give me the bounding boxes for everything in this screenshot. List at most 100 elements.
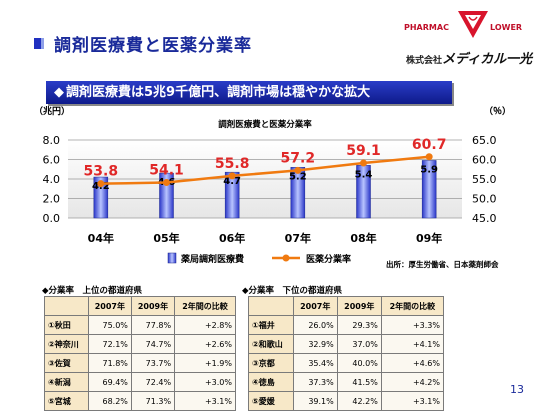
chart-source: 出所：厚生労働省、日本薬剤師会 [386,259,499,269]
value-cell: 74.7% [130,334,176,354]
value-cell: 68.2% [87,391,132,411]
table-header-cell: 2007年 [87,296,132,316]
bar-value-label: 5.2 [289,171,307,182]
left-tick-label: 6.0 [43,154,61,167]
rate-value-label: 59.1 [346,143,381,159]
right-tick-label: 45.0 [472,212,497,225]
value-cell: 26.0% [292,315,338,335]
rate-point [97,180,105,188]
category-label: 04年 [88,231,114,245]
prefecture-cell: ③佐賀 [44,353,89,373]
table-header-row: 2007年 2009年 2年間の比較 [44,296,236,316]
title-bullet [34,38,44,49]
value-cell: 77.8% [130,315,176,335]
value-cell: 29.3% [336,315,382,335]
page-number: 13 [510,383,524,396]
category-label: 09年 [416,231,442,245]
headline-bullet-icon: ◆ [54,85,64,100]
prefecture-cell: ①秋田 [44,315,89,335]
bar [421,160,437,219]
left-tick-label: 4.0 [43,173,61,186]
company-logo: PHARMAC LOWER 株式会社メディカル一光 [404,8,554,70]
legend-line-label: 医薬分業率 [306,253,351,265]
category-label: 05年 [153,231,179,245]
value-cell: 41.5% [336,372,382,392]
value-cell: 39.1% [292,391,338,411]
table-row: ④徳島 37.3% 41.5% +4.2% [248,372,445,392]
headline-text: 調剤医療費は5兆9千億円、調剤市場は穏やかな拡大 [66,85,371,100]
rate-point [360,159,367,167]
bar [93,176,109,219]
top-table-title: ◆分業率 上位の都道府県 [42,286,143,296]
value-cell: 40.0% [336,353,382,373]
category-label: 08年 [350,231,376,245]
rate-line [100,155,430,185]
top-prefectures-table: 2007年 2009年 2年間の比較 ①秋田 75.0% 77.8% +2.8% ②神奈川 72… [44,296,236,411]
flower-logo-icon [458,11,488,38]
rate-value-label: 60.7 [412,137,447,153]
rate-point [228,172,236,180]
table-row: ②和歌山 32.9% 37.0% +4.1% [248,334,445,354]
value-cell: +3.0% [174,372,236,392]
rate-point [163,179,170,187]
table-row: ③京都 35.4% 40.0% +4.6% [248,353,445,373]
value-cell: +3.1% [174,391,236,411]
prefecture-cell: ⑤宮城 [44,391,89,411]
chart-title: 調剤医療費と医薬分業率 [218,119,312,130]
left-tick-label: 8.0 [43,134,61,147]
prefecture-cell: ④徳島 [248,372,294,392]
prefecture-cell: ④新潟 [44,372,89,392]
bar-value-label: 5.4 [355,169,373,180]
logo-brand-left: PHARMAC [404,23,449,32]
table-row: ⑤愛媛 39.1% 42.2% +3.1% [248,391,445,411]
table-row: ⑤宮城 68.2% 71.3% +3.1% [44,391,236,411]
category-label: 07年 [285,231,311,245]
left-axis-unit: （兆円） [34,105,70,117]
chart: 調剤医療費と医薬分業率 （兆円） （％） 8.0 6.0 4.0 2.0 0.0 65.0 60.… [34,105,511,269]
table-header-cell [44,296,89,316]
prefecture-cell: ⑤愛媛 [248,391,294,411]
value-cell: 42.2% [336,391,382,411]
bar-value-label: 4.7 [223,176,241,187]
page-title: 調剤医療費と医薬分業率 [54,36,252,56]
rate-value-label: 53.8 [84,164,119,180]
bottom-table-title: ◆分業率 下位の都道府県 [242,286,343,296]
right-axis-unit: （％） [484,106,511,117]
company-name: 株式会社メディカル一光 [406,52,533,67]
rate-value-label: 54.1 [149,163,184,179]
value-cell: +3.3% [380,315,445,335]
prefecture-cell: ③京都 [248,353,294,373]
bar [159,172,174,219]
rate-point [294,166,302,174]
bar [224,171,240,219]
value-cell: 71.8% [87,353,132,373]
value-cell: 73.7% [130,353,176,373]
table-row: ④新潟 69.4% 72.4% +3.0% [44,372,236,392]
logo-brand-right: LOWER [490,23,523,32]
value-cell: +2.8% [174,315,236,335]
bottom-prefectures-table: 2007年 2009年 2年間の比較 ①福井 26.0% 29.3% +3.3% ②和歌山 32… [248,296,445,411]
value-cell: 37.0% [336,334,382,354]
table-header-cell: 2年間の比較 [380,296,445,316]
table-header-cell [248,296,294,316]
left-tick-label: 0.0 [43,212,61,225]
rate-value-label: 57.2 [281,150,316,166]
right-tick-label: 60.0 [472,154,497,167]
table-header-cell: 2007年 [292,296,338,316]
table-header-cell: 2年間の比較 [174,296,236,316]
right-tick-label: 55.0 [472,173,497,186]
value-cell: 32.9% [292,334,338,354]
bar-value-label: 5.9 [420,164,438,175]
legend-bar-swatch [167,252,177,264]
value-cell: 75.0% [87,315,132,335]
value-cell: +4.2% [380,372,445,392]
legend-bar-label: 薬局調剤医療費 [181,253,244,265]
value-cell: 35.4% [292,353,338,373]
right-tick-label: 50.0 [472,193,497,206]
prefecture-cell: ①福井 [248,315,294,335]
value-cell: 37.3% [292,372,338,392]
table-header-row: 2007年 2009年 2年間の比較 [248,296,445,316]
value-cell: 69.4% [87,372,132,392]
table-row: ①秋田 75.0% 77.8% +2.8% [44,315,236,335]
value-cell: +1.9% [174,353,236,373]
